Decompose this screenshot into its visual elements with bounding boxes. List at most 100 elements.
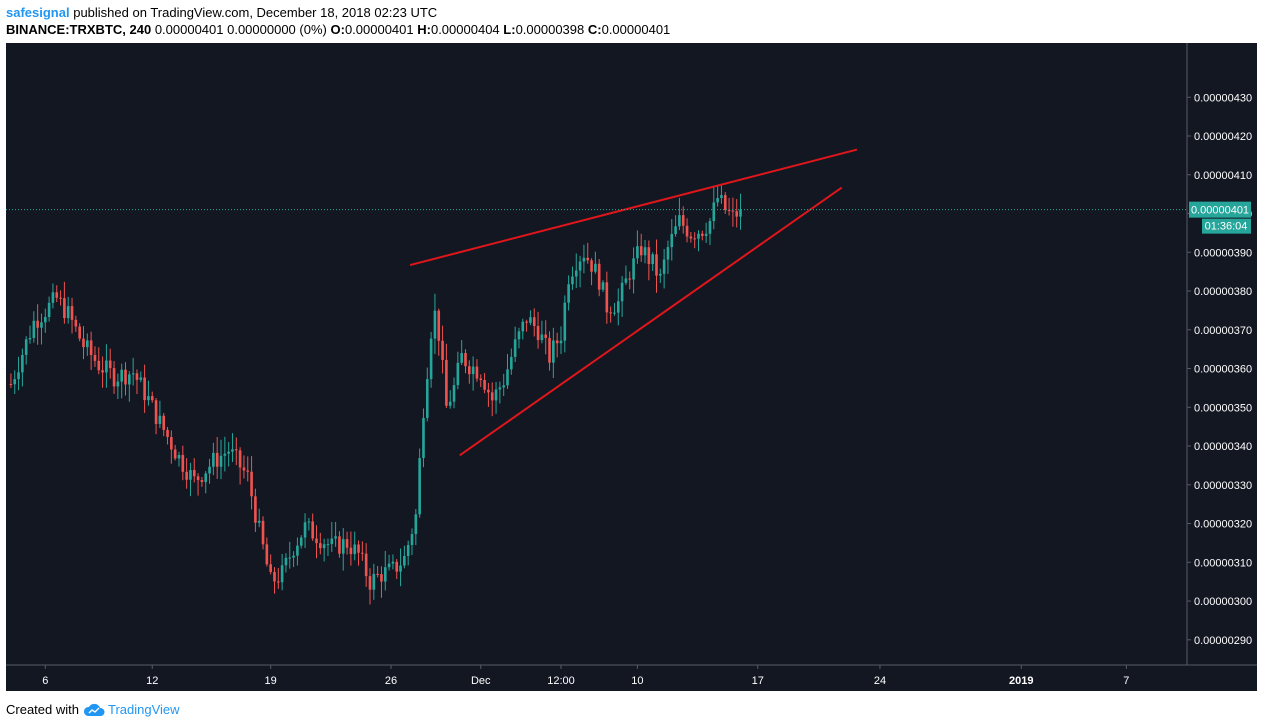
- candle-body: [63, 298, 66, 319]
- candle-body: [345, 539, 349, 548]
- candle-body: [487, 389, 490, 393]
- time-tick-label: 12:00: [547, 675, 575, 687]
- price-tick-label: 0.00000350: [1194, 402, 1252, 414]
- candle-body: [739, 209, 742, 217]
- candle-body: [166, 429, 169, 437]
- candle-body: [586, 257, 590, 261]
- candle-body: [689, 236, 693, 239]
- ohlc-legend: BINANCE:TRXBTC, 240 0.00000401 0.0000000…: [6, 21, 670, 39]
- trendline[interactable]: [409, 148, 858, 267]
- candle-body: [135, 373, 139, 380]
- candle-body: [429, 338, 433, 380]
- candle-body: [303, 522, 307, 538]
- candle-body: [475, 366, 479, 379]
- candle-body: [277, 581, 280, 583]
- candle-body: [529, 317, 532, 323]
- candle-body: [383, 567, 387, 582]
- tradingview-brand: TradingView: [107, 702, 180, 717]
- candle-body: [254, 496, 257, 523]
- candle-body: [701, 233, 704, 236]
- candle-body: [697, 233, 700, 239]
- last-price-value: 0.00000401: [1191, 205, 1249, 217]
- price-chart[interactable]: 0.000004300.000004200.000004100.00000400…: [6, 43, 1257, 691]
- created-with-label: Created with: [6, 702, 79, 717]
- candle-body: [215, 452, 219, 467]
- candle-body: [97, 360, 101, 371]
- price-tick-label: 0.00000380: [1194, 286, 1252, 298]
- candle-body: [9, 384, 13, 386]
- candle-body: [21, 354, 24, 373]
- chart-svg[interactable]: 0.000004300.000004200.000004100.00000400…: [6, 43, 1257, 691]
- candle-body: [609, 312, 612, 314]
- price-tick-label: 0.00000390: [1194, 247, 1252, 259]
- candle-body: [13, 379, 17, 385]
- candle-body: [177, 455, 181, 459]
- time-tick-label: 6: [42, 675, 48, 687]
- time-axis[interactable]: 6 12 19 26 Dec 12:00 10 17 24 2019 7: [42, 665, 1129, 687]
- candle-body: [353, 544, 357, 555]
- open-label: O:: [330, 22, 345, 37]
- price-axis[interactable]: 0.000004300.000004200.000004100.00000400…: [1187, 92, 1252, 647]
- candle-body: [105, 360, 108, 373]
- price-tick-label: 0.00000330: [1194, 480, 1252, 492]
- candle-body: [86, 340, 89, 348]
- candle-body: [307, 521, 311, 523]
- candle-body: [422, 417, 425, 459]
- time-tick-label: 12: [146, 675, 158, 687]
- candle-body: [628, 278, 632, 280]
- candle-body: [513, 339, 517, 357]
- candle-body: [395, 561, 399, 572]
- candle-body: [296, 545, 299, 556]
- chart-background: [6, 43, 1257, 691]
- candle-body: [338, 536, 341, 554]
- candle-body: [364, 553, 368, 577]
- price-tick-label: 0.00000320: [1194, 519, 1252, 531]
- publish-date: published on TradingView.com, December 1…: [73, 5, 438, 20]
- candle-body: [552, 340, 555, 363]
- candle-body: [418, 458, 421, 515]
- candle-body: [731, 210, 735, 212]
- time-tick-label: 26: [385, 675, 397, 687]
- candle-body: [445, 359, 448, 406]
- candle-body: [223, 453, 227, 456]
- candle-body: [456, 362, 460, 386]
- candles: [9, 184, 742, 605]
- candle-body: [242, 467, 246, 471]
- candle-body: [559, 340, 563, 344]
- candle-body: [387, 563, 391, 568]
- candle-body: [723, 195, 727, 211]
- candle-body: [425, 379, 429, 418]
- price-tick-label: 0.00000420: [1194, 131, 1252, 143]
- candle-body: [246, 470, 250, 472]
- author-name[interactable]: safesignal: [6, 5, 70, 20]
- candle-body: [380, 574, 383, 582]
- candle-body: [372, 573, 376, 590]
- candle-body: [460, 353, 463, 363]
- candle-body: [510, 356, 513, 370]
- candle-body: [150, 396, 154, 401]
- candle-body: [47, 302, 51, 318]
- candle-body: [170, 436, 173, 450]
- candle-body: [66, 306, 70, 319]
- tradingview-link[interactable]: TradingView: [83, 700, 180, 720]
- candle-body: [662, 259, 666, 274]
- candle-body: [280, 565, 284, 583]
- candle-body: [341, 539, 345, 554]
- candle-body: [330, 538, 334, 545]
- candle-body: [624, 278, 628, 283]
- trendline[interactable]: [459, 186, 843, 457]
- candle-body: [468, 366, 471, 375]
- candle-body: [108, 360, 112, 369]
- candle-body: [89, 340, 93, 356]
- candle-body: [204, 473, 208, 483]
- candle-body: [616, 301, 620, 313]
- price-tick-label: 0.00000290: [1194, 635, 1252, 647]
- time-tick-label: 17: [752, 675, 764, 687]
- time-tick-label: 2019: [1009, 675, 1033, 687]
- candle-body: [704, 233, 708, 236]
- candle-body: [250, 471, 253, 497]
- candle-body: [128, 374, 131, 385]
- candle-body: [181, 455, 185, 472]
- candle-body: [212, 452, 215, 467]
- candle-body: [563, 302, 567, 341]
